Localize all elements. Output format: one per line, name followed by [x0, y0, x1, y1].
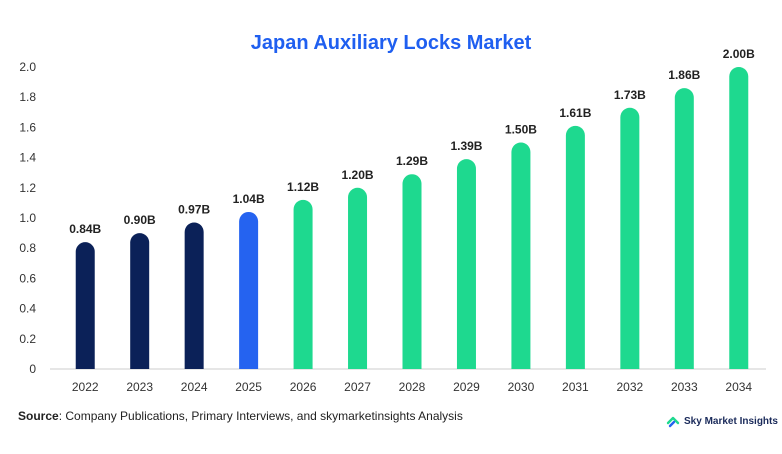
- data-label: 0.90B: [124, 213, 156, 227]
- bar-chart: 0 0.2 0.4 0.6 0.8 1.0 1.2 1.4 1.6 1.8 2.0 2022 2023…: [19, 47, 766, 394]
- y-tick-label: 0: [29, 362, 36, 376]
- x-tick-label: 2022: [72, 380, 99, 394]
- x-tick-label: 2031: [562, 380, 589, 394]
- data-label: 1.12B: [287, 180, 319, 194]
- bar-2027: [348, 187, 368, 369]
- data-label: 2.00B: [723, 47, 755, 61]
- x-tick-label: 2024: [181, 380, 208, 394]
- bar-2030: [511, 142, 531, 369]
- data-labels-group: 0.84B 0.90B 0.97B 1.04B 1.12B 1.20B 1.29B 1.39B…: [69, 47, 755, 236]
- brand-logo: Sky Market Insights: [666, 413, 778, 429]
- x-tick-label: 2033: [671, 380, 698, 394]
- bars-group: [75, 67, 749, 369]
- bar-2031: [565, 125, 585, 369]
- data-label: 1.61B: [559, 106, 591, 120]
- bar-2025: [239, 211, 259, 369]
- chart-title: Japan Auxiliary Locks Market: [250, 32, 532, 54]
- bar-2034: [729, 67, 749, 369]
- y-tick-label: 0.6: [19, 271, 36, 285]
- y-tick-label: 0.4: [19, 302, 36, 316]
- data-label: 1.29B: [396, 154, 428, 168]
- bar-2032: [620, 107, 640, 369]
- data-label: 1.39B: [450, 139, 482, 153]
- x-tick-label: 2026: [290, 380, 317, 394]
- x-tick-label: 2034: [725, 380, 752, 394]
- source-text: : Company Publications, Primary Intervie…: [58, 409, 463, 423]
- x-tick-label: 2025: [235, 380, 262, 394]
- y-tick-label: 1.6: [19, 120, 36, 134]
- bar-2029: [456, 159, 476, 369]
- source-label: Source: [18, 409, 59, 423]
- data-label: 0.84B: [69, 222, 101, 236]
- y-tick-label: 1.0: [19, 211, 36, 225]
- bar-2033: [674, 88, 694, 369]
- y-tick-label: 0.2: [19, 332, 36, 346]
- y-tick-label: 2.0: [19, 60, 36, 74]
- bar-2022: [75, 242, 95, 369]
- y-tick-label: 1.8: [19, 90, 36, 104]
- y-tick-label: 1.2: [19, 181, 36, 195]
- data-label: 1.04B: [233, 192, 265, 206]
- y-axis: 0 0.2 0.4 0.6 0.8 1.0 1.2 1.4 1.6 1.8 2.0: [19, 60, 36, 376]
- data-label: 1.50B: [505, 123, 537, 137]
- bar-2024: [184, 222, 204, 369]
- x-tick-label: 2028: [399, 380, 426, 394]
- x-tick-label: 2027: [344, 380, 371, 394]
- data-label: 1.86B: [668, 68, 700, 82]
- y-tick-label: 1.4: [19, 151, 36, 165]
- bar-2026: [293, 199, 313, 369]
- bar-2028: [402, 174, 422, 369]
- x-axis: 2022 2023 2024 2025 2026 2027 2028 2029 2030 2031…: [72, 380, 753, 394]
- x-tick-label: 2032: [616, 380, 643, 394]
- x-tick-label: 2029: [453, 380, 480, 394]
- data-label: 1.73B: [614, 88, 646, 102]
- sky-market-insights-logo-icon: [666, 414, 680, 428]
- bar-2023: [130, 233, 150, 369]
- y-tick-label: 0.8: [19, 241, 36, 255]
- source-note: Source: Company Publications, Primary In…: [18, 409, 463, 423]
- x-tick-label: 2030: [508, 380, 535, 394]
- data-label: 0.97B: [178, 203, 210, 217]
- x-tick-label: 2023: [126, 380, 153, 394]
- brand-name: Sky Market Insights: [684, 415, 778, 427]
- data-label: 1.20B: [342, 168, 374, 182]
